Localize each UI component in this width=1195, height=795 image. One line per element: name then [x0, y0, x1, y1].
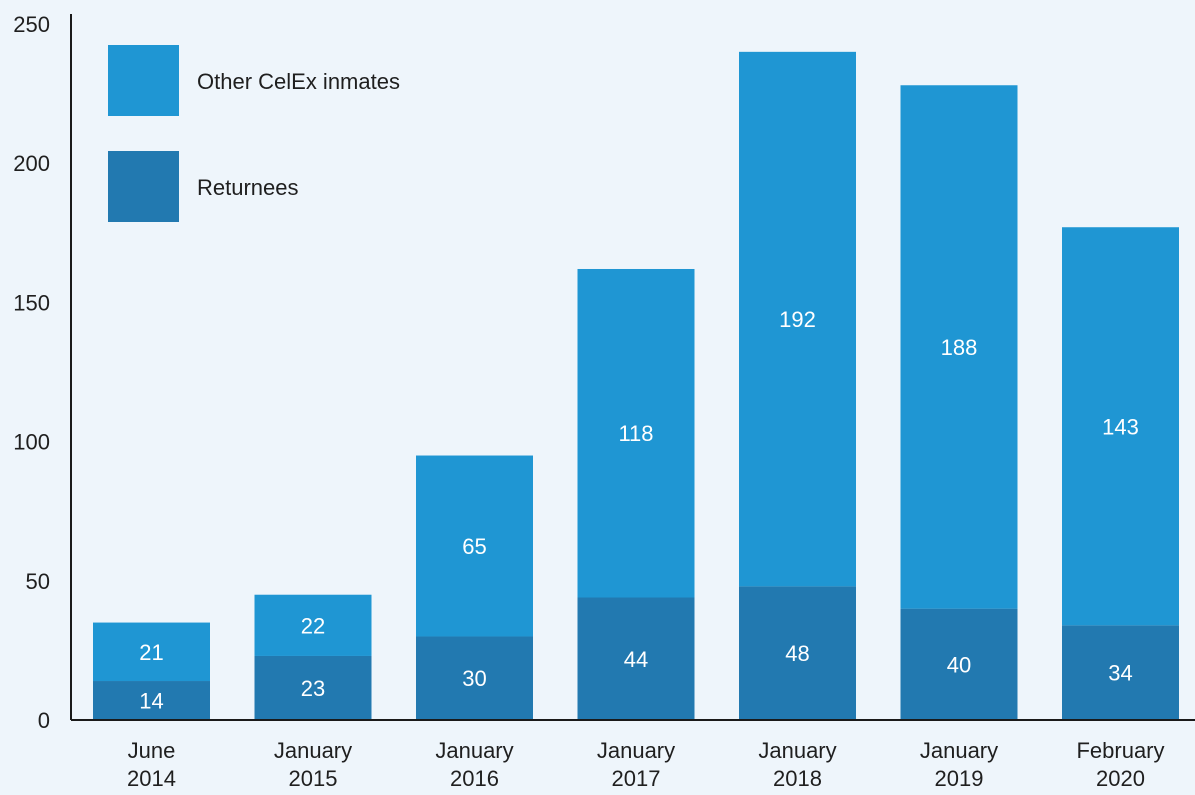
bar-segment-other-celex-inmates	[416, 455, 533, 637]
legend: Other CelEx inmates Returnees	[108, 45, 400, 222]
data-label: 118	[618, 421, 653, 446]
data-labels-group: 14 21 23 22 30 65 44 118 48 192 40 188 34 143	[139, 307, 1139, 713]
legend-swatch	[108, 45, 179, 116]
x-tick-label-line: 2020	[1096, 766, 1145, 791]
data-label: 48	[785, 641, 809, 666]
y-tick-label: 100	[13, 430, 50, 455]
x-tick-label-line: 2019	[935, 766, 984, 791]
bar-segment-returnees	[577, 597, 695, 720]
data-label: 21	[139, 640, 163, 665]
axes-group: June 2014 January 2015 January 2016 January 201…	[13, 12, 1195, 791]
x-tick-label-line: January	[597, 738, 675, 763]
bars-group	[93, 51, 1179, 720]
data-label: 192	[779, 307, 816, 332]
legend-swatch	[108, 151, 179, 222]
data-label: 65	[462, 534, 486, 559]
x-tick-label-line: 2014	[127, 766, 176, 791]
x-tick-label-line: 2018	[773, 766, 822, 791]
bar-segment-other-celex-inmates	[93, 622, 210, 682]
bar-segment-returnees	[93, 681, 210, 720]
x-tick-label-line: 2015	[289, 766, 338, 791]
bar-segment-returnees	[416, 636, 533, 720]
data-label: 34	[1108, 661, 1132, 686]
data-label: 40	[947, 652, 971, 677]
x-tick-label-line: June	[128, 738, 176, 763]
x-tick-label: June 2014	[127, 738, 176, 791]
x-tick-label-line: February	[1076, 738, 1164, 763]
y-tick-label: 200	[13, 151, 50, 176]
y-tick-label: 0	[38, 708, 50, 733]
bar-segment-other-celex-inmates	[900, 85, 1018, 609]
bar-segment-returnees	[1062, 625, 1179, 720]
y-tick-label: 50	[26, 569, 50, 594]
x-tick-label-line: January	[435, 738, 513, 763]
data-label: 143	[1102, 414, 1139, 439]
data-label: 188	[941, 335, 978, 360]
x-tick-label: January 2016	[435, 738, 513, 791]
data-label: 44	[624, 647, 648, 672]
y-tick-label: 150	[13, 290, 50, 315]
x-tick-label: February 2020	[1076, 738, 1164, 791]
x-tick-label: January 2017	[597, 738, 675, 791]
x-tick-label-line: January	[758, 738, 836, 763]
x-tick-label-line: January	[274, 738, 352, 763]
bar-segment-returnees	[900, 608, 1018, 720]
y-tick-label: 250	[13, 12, 50, 37]
x-tick-label-line: 2016	[450, 766, 499, 791]
legend-label: Returnees	[197, 175, 299, 200]
bar-segment-other-celex-inmates	[1062, 227, 1179, 626]
bar-segment-returnees	[739, 586, 856, 720]
bar-segment-other-celex-inmates	[739, 51, 856, 587]
x-tick-label-line: January	[920, 738, 998, 763]
data-label: 30	[462, 666, 486, 691]
x-tick-label: January 2019	[920, 738, 998, 791]
x-tick-label: January 2018	[758, 738, 836, 791]
data-label: 23	[301, 676, 325, 701]
bar-segment-other-celex-inmates	[577, 268, 695, 598]
bar-segment-other-celex-inmates	[254, 594, 372, 656]
x-tick-label: January 2015	[274, 738, 352, 791]
data-label: 14	[139, 689, 163, 714]
bar-segment-returnees	[254, 655, 372, 720]
legend-label: Other CelEx inmates	[197, 69, 400, 94]
x-tick-label-line: 2017	[612, 766, 661, 791]
data-label: 22	[301, 613, 325, 638]
